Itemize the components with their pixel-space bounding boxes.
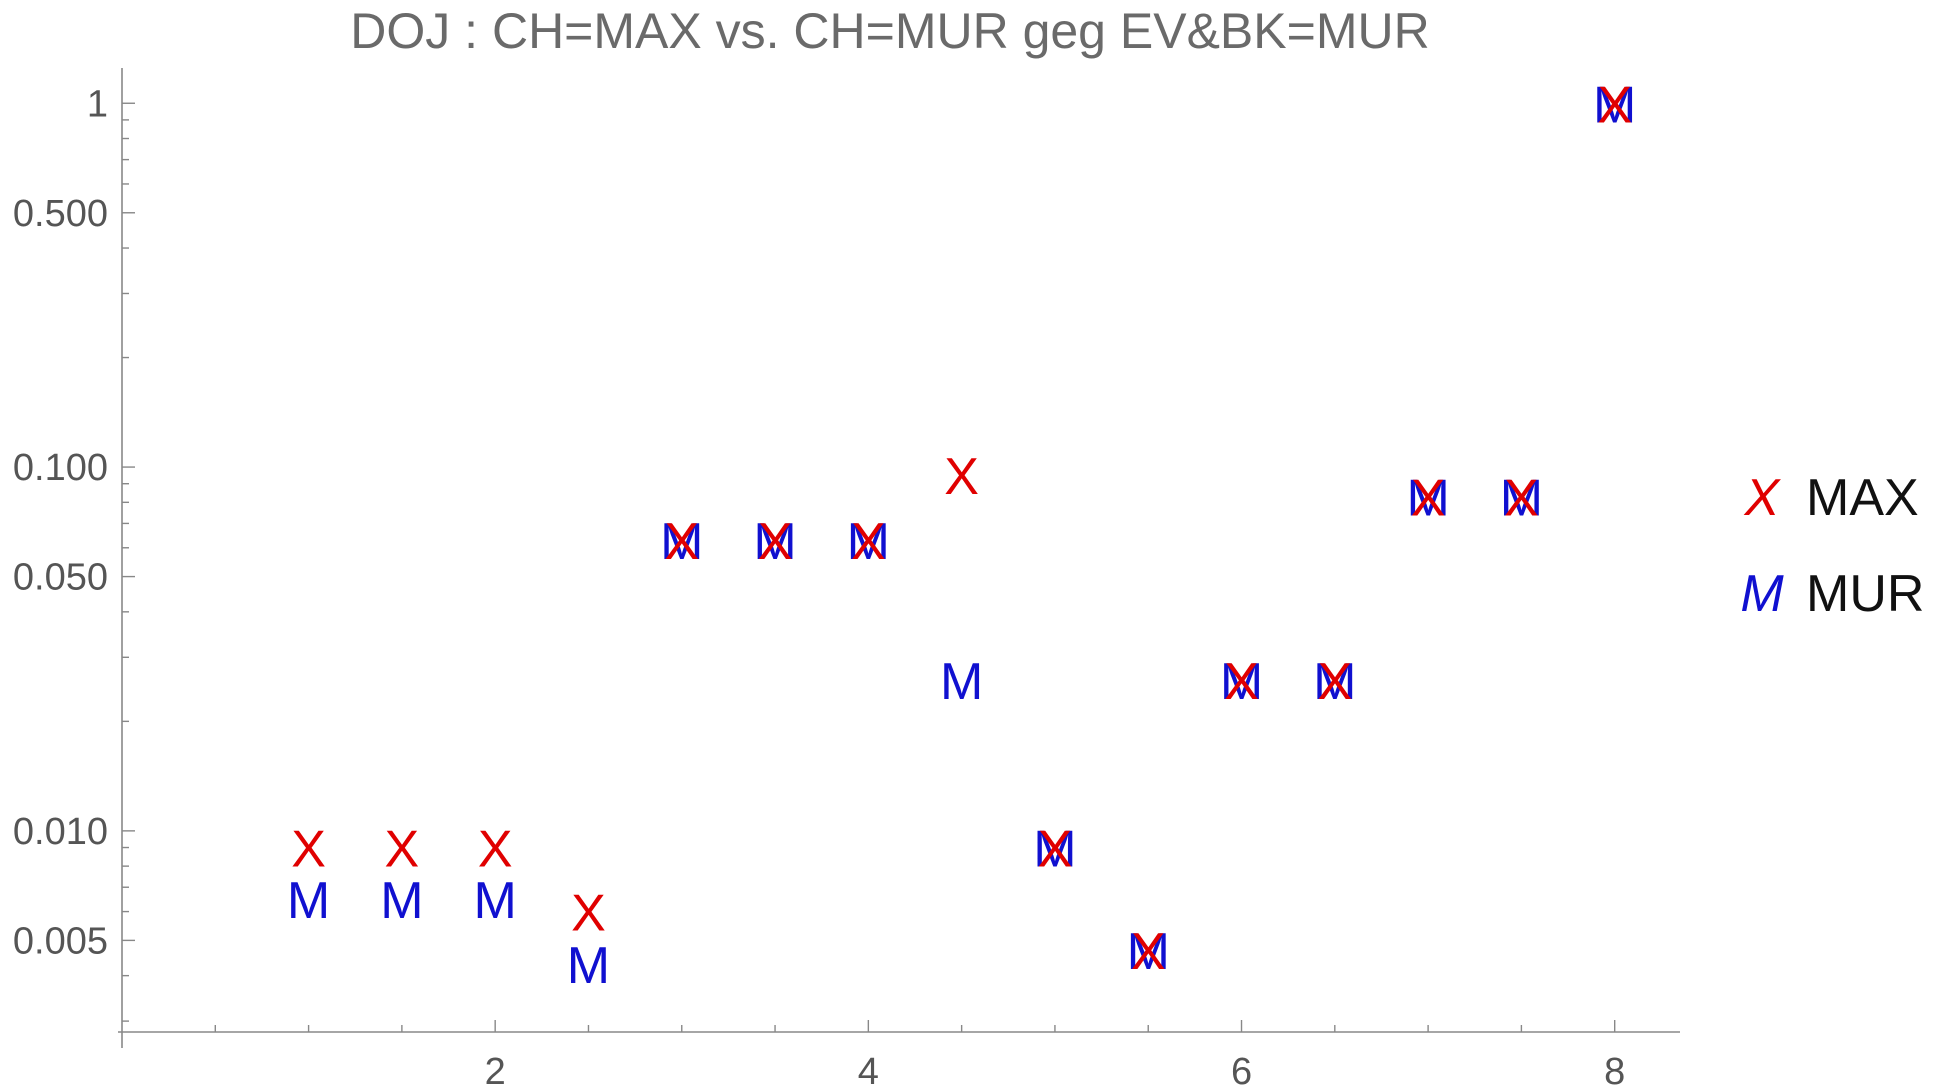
data-point-mur: M bbox=[940, 653, 983, 711]
data-point-mur: M bbox=[474, 872, 517, 930]
data-point-max: X bbox=[571, 885, 606, 943]
tick-labels: 2 4 6 8 1 0.500 0.100 0.050 0.010 0.005 bbox=[13, 83, 1625, 1089]
data-point-mur: M bbox=[287, 872, 330, 930]
data-point-mur: M bbox=[1313, 653, 1356, 711]
x-tick-label: 2 bbox=[485, 1051, 506, 1089]
data-point-max: X bbox=[1597, 76, 1632, 134]
tick-marks bbox=[122, 102, 1616, 1032]
data-point-mur: M bbox=[1593, 76, 1636, 134]
data-point-max: X bbox=[944, 448, 979, 506]
data-point-mur: M bbox=[567, 937, 610, 995]
data-point-mur: M bbox=[1033, 821, 1076, 879]
data-point-mur: M bbox=[380, 872, 423, 930]
y-tick-label: 0.500 bbox=[13, 193, 108, 235]
data-point-mur: M bbox=[847, 513, 890, 571]
data-point-max: X bbox=[1317, 653, 1352, 711]
y-tick-label: 0.100 bbox=[13, 447, 108, 489]
y-tick-label: 0.050 bbox=[13, 557, 108, 599]
y-tick-label: 1 bbox=[87, 83, 108, 125]
legend-marker-max: X bbox=[1744, 469, 1782, 527]
data-point-mur: M bbox=[1500, 470, 1543, 528]
data-point-max: X bbox=[758, 513, 793, 571]
data-point-mur: M bbox=[1127, 923, 1170, 981]
legend: X MAX M MUR bbox=[1740, 469, 1924, 623]
legend-label-max: MAX bbox=[1806, 469, 1919, 527]
legend-label-mur: MUR bbox=[1806, 565, 1924, 623]
y-tick-label: 0.005 bbox=[13, 920, 108, 962]
x-tick-label: 6 bbox=[1231, 1051, 1252, 1089]
data-point-max: X bbox=[1131, 923, 1166, 981]
data-point-max: X bbox=[1038, 821, 1073, 879]
x-tick-label: 8 bbox=[1604, 1051, 1625, 1089]
data-point-max: X bbox=[291, 821, 326, 879]
data-point-max: X bbox=[664, 513, 699, 571]
y-tick-label: 0.010 bbox=[13, 811, 108, 853]
data-point-mur: M bbox=[660, 513, 703, 571]
data-point-max: X bbox=[478, 821, 513, 879]
axes bbox=[118, 68, 1680, 1048]
data-point-max: X bbox=[385, 821, 420, 879]
x-tick-label: 4 bbox=[858, 1051, 879, 1089]
legend-marker-mur: M bbox=[1740, 565, 1784, 623]
data-point-max: X bbox=[1224, 653, 1259, 711]
chart-title: DOJ : CH=MAX vs. CH=MUR geg EV&BK=MUR bbox=[350, 3, 1429, 59]
data-point-mur: M bbox=[1220, 653, 1263, 711]
data-point-mur: M bbox=[753, 513, 796, 571]
data-point-max: X bbox=[1504, 470, 1539, 528]
data-point-max: X bbox=[851, 513, 886, 571]
data-point-mur: M bbox=[1406, 470, 1449, 528]
data-point-max: X bbox=[1411, 470, 1446, 528]
